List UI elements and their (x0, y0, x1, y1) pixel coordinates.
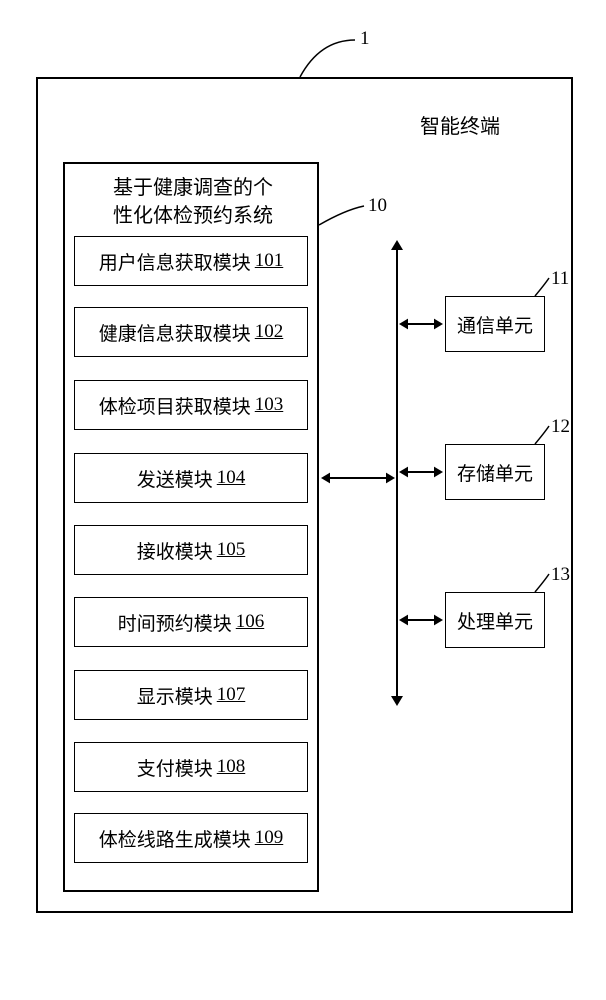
ref-system: 10 (368, 195, 387, 217)
ref-outer: 1 (360, 28, 370, 50)
module-box: 接收模块105 (74, 525, 308, 575)
ref-unit: 11 (551, 268, 569, 290)
module-box: 时间预约模块106 (74, 597, 308, 647)
unit-box: 存储单元 (445, 444, 545, 500)
ref-unit: 13 (551, 564, 570, 586)
module-box: 支付模块108 (74, 742, 308, 792)
outer-title: 智能终端 (420, 110, 500, 139)
module-box: 健康信息获取模块102 (74, 307, 308, 357)
ref-unit: 12 (551, 416, 570, 438)
system-title: 基于健康调查的个性化体检预约系统 (93, 174, 293, 230)
unit-box: 处理单元 (445, 592, 545, 648)
module-box: 发送模块104 (74, 453, 308, 503)
unit-box: 通信单元 (445, 296, 545, 352)
module-box: 显示模块107 (74, 670, 308, 720)
module-box: 体检线路生成模块109 (74, 813, 308, 863)
module-box: 用户信息获取模块101 (74, 236, 308, 286)
module-box: 体检项目获取模块103 (74, 380, 308, 430)
